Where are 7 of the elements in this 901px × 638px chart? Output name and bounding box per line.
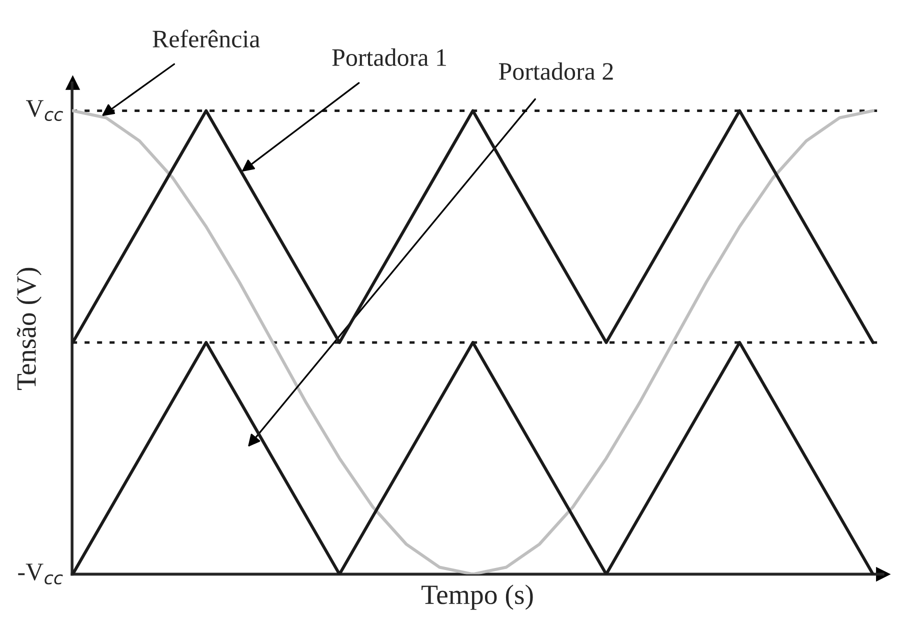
y-axis-title: Tensão (V) — [16, 268, 42, 390]
text: Referência — [152, 30, 260, 48]
text: -V$_{cc}$ — [18, 564, 63, 584]
text: V$_{cc}$ — [26, 100, 64, 121]
x-axis-title: Tempo (s) — [422, 584, 533, 610]
text: Portadora 1 — [332, 48, 446, 66]
text: Portadora 2 — [498, 62, 613, 80]
